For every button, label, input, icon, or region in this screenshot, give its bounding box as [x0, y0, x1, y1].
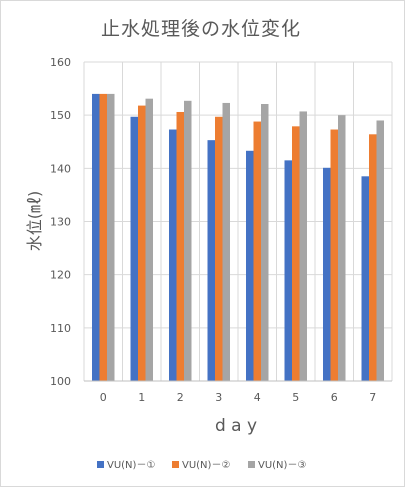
y-tick-label: 150 [50, 109, 71, 122]
bar [292, 126, 300, 381]
legend-label: VU(N)－③ [258, 460, 306, 471]
bar [253, 121, 261, 382]
chart-title: 止水処理後の水位変化 [101, 18, 301, 40]
legend-swatch [97, 461, 104, 468]
bar [138, 105, 146, 381]
bar [338, 115, 346, 382]
x-axis: 0 1 2 3 4 5 6 7 [84, 380, 392, 404]
y-tick-label: 160 [50, 56, 71, 69]
x-tick-label: 2 [177, 391, 184, 404]
bar [261, 104, 269, 382]
bar [215, 116, 223, 382]
y-tick-label: 100 [50, 375, 71, 388]
bar [169, 129, 177, 381]
plot-area [92, 93, 384, 382]
x-tick-label: 1 [138, 391, 145, 404]
bar [184, 100, 192, 381]
bar [361, 176, 369, 381]
legend-swatch [248, 461, 255, 468]
bar [145, 98, 153, 381]
x-tick-label: 3 [215, 391, 222, 404]
y-tick-label: 110 [50, 322, 71, 335]
x-tick-label: 5 [292, 391, 299, 404]
bar [376, 120, 384, 381]
y-tick-label: 140 [50, 162, 71, 175]
y-tick-label: 130 [50, 216, 71, 229]
x-tick-label: 4 [254, 391, 261, 404]
bar [323, 167, 331, 381]
x-tick-label: 6 [331, 391, 338, 404]
legend: VU(N)－① VU(N)－② VU(N)－③ [97, 460, 306, 471]
legend-swatch [172, 461, 179, 468]
bar [130, 116, 138, 382]
y-axis: 100 110 120 130 140 150 160 [50, 56, 71, 388]
legend-label: VU(N)－② [182, 460, 230, 471]
bar [92, 93, 100, 382]
x-axis-title: d a y [215, 416, 257, 436]
bar [330, 129, 338, 381]
bar [176, 111, 184, 381]
gridlines [83, 61, 393, 382]
bar [246, 150, 254, 381]
x-tick-label: 0 [100, 391, 107, 404]
y-tick-label: 120 [50, 269, 71, 282]
bar [99, 93, 107, 382]
bar [369, 134, 377, 381]
bar [207, 140, 215, 381]
bar [299, 111, 307, 381]
x-tick-label: 7 [369, 391, 376, 404]
bar [107, 93, 115, 382]
legend-label: VU(N)－① [107, 460, 155, 471]
bar [284, 160, 292, 381]
y-axis-title: 水位(㎖) [25, 191, 44, 252]
bar [222, 102, 230, 382]
